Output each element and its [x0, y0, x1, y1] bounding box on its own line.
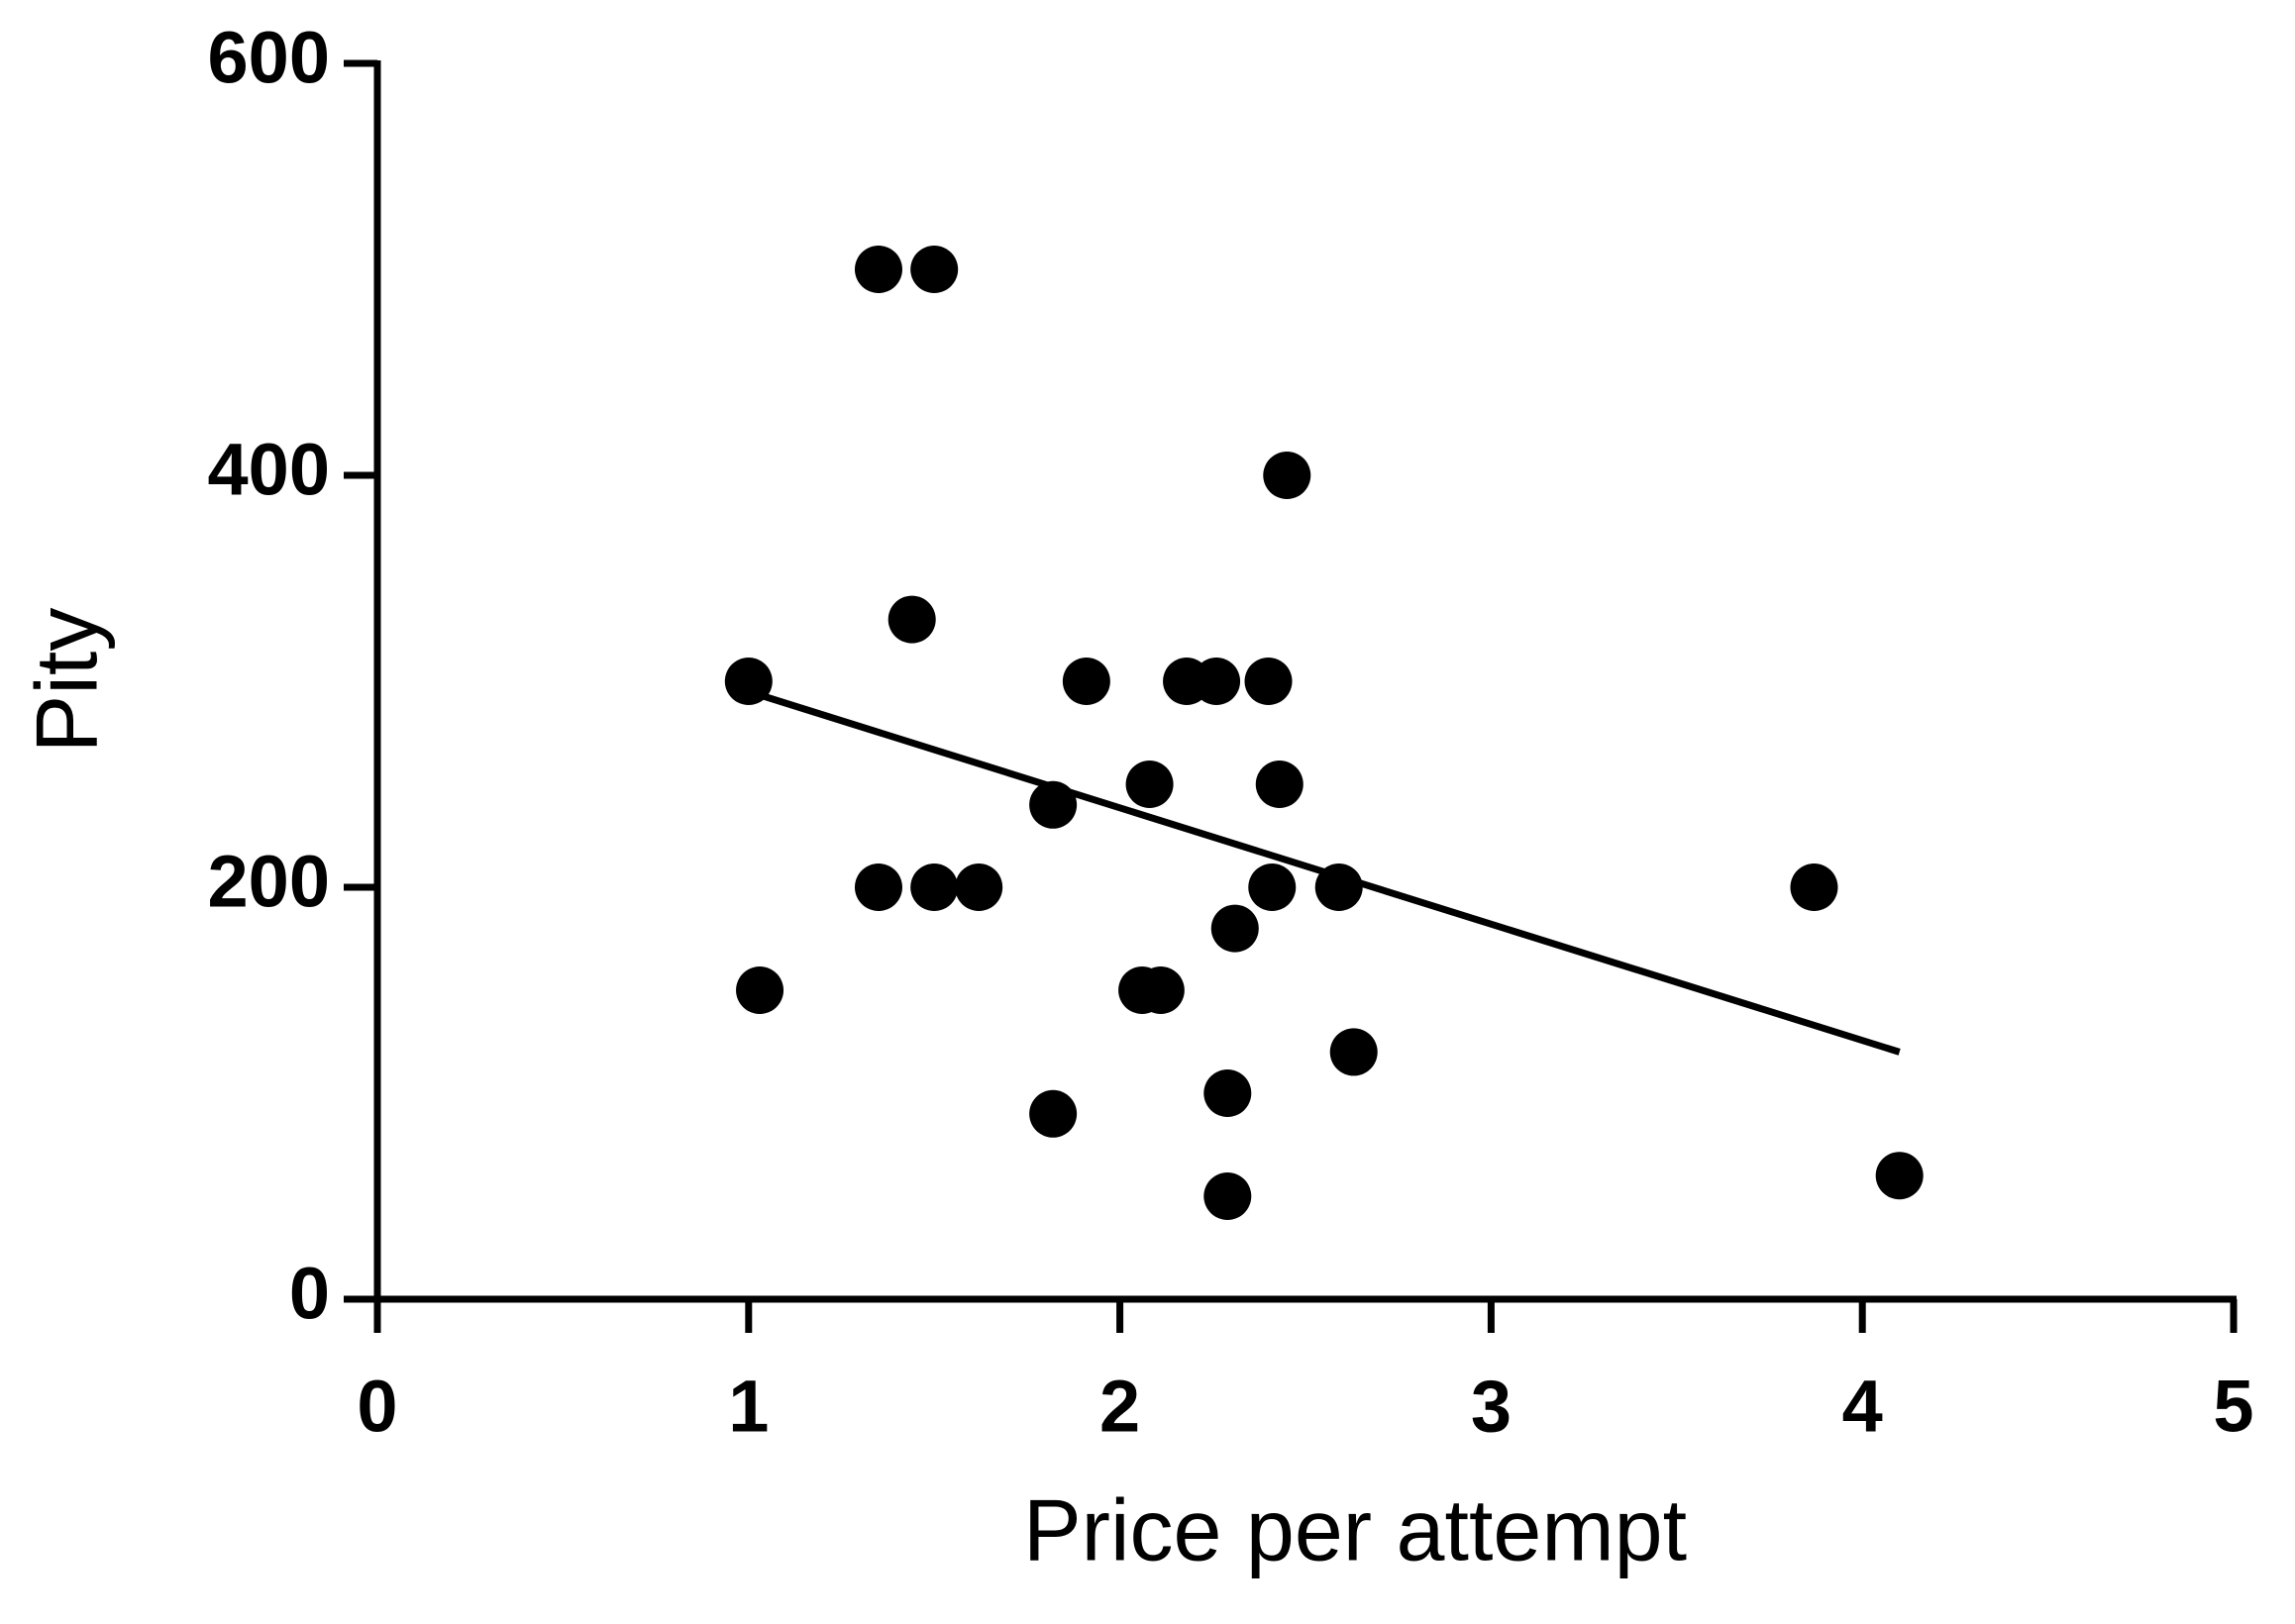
point	[854, 863, 902, 911]
point	[1203, 1069, 1252, 1117]
y-tick-label: 0	[289, 1253, 330, 1335]
y-tick-label: 200	[208, 841, 330, 923]
y-axis-label: Pity	[17, 608, 115, 754]
trend-line	[747, 688, 1901, 1056]
point	[854, 246, 902, 293]
point	[910, 863, 959, 911]
point	[1125, 761, 1174, 808]
point	[1244, 658, 1293, 705]
point	[1136, 966, 1185, 1014]
point	[1329, 1028, 1378, 1076]
point	[1193, 658, 1241, 705]
point	[1029, 1089, 1078, 1138]
point	[1790, 863, 1838, 911]
point	[887, 595, 936, 644]
y-tick-label: 400	[208, 429, 330, 511]
x-tick-label: 1	[728, 1366, 769, 1448]
x-tick-label: 5	[2213, 1366, 2253, 1448]
point	[1875, 1152, 1924, 1200]
x-tick-label: 4	[1842, 1366, 1883, 1448]
x-tick-label: 0	[357, 1366, 397, 1448]
point	[1248, 863, 1297, 911]
x-tick-label: 3	[1471, 1366, 1512, 1448]
point	[1255, 761, 1304, 808]
point	[736, 966, 784, 1014]
point	[1062, 658, 1110, 705]
y-tick-label: 600	[208, 17, 330, 99]
x-axis-label: Price per attempt	[1023, 1480, 1687, 1578]
point	[955, 863, 1003, 911]
point	[1203, 1172, 1252, 1220]
x-tick-label: 2	[1099, 1366, 1140, 1448]
point	[1210, 904, 1259, 953]
point	[1263, 452, 1311, 499]
point	[910, 246, 959, 293]
